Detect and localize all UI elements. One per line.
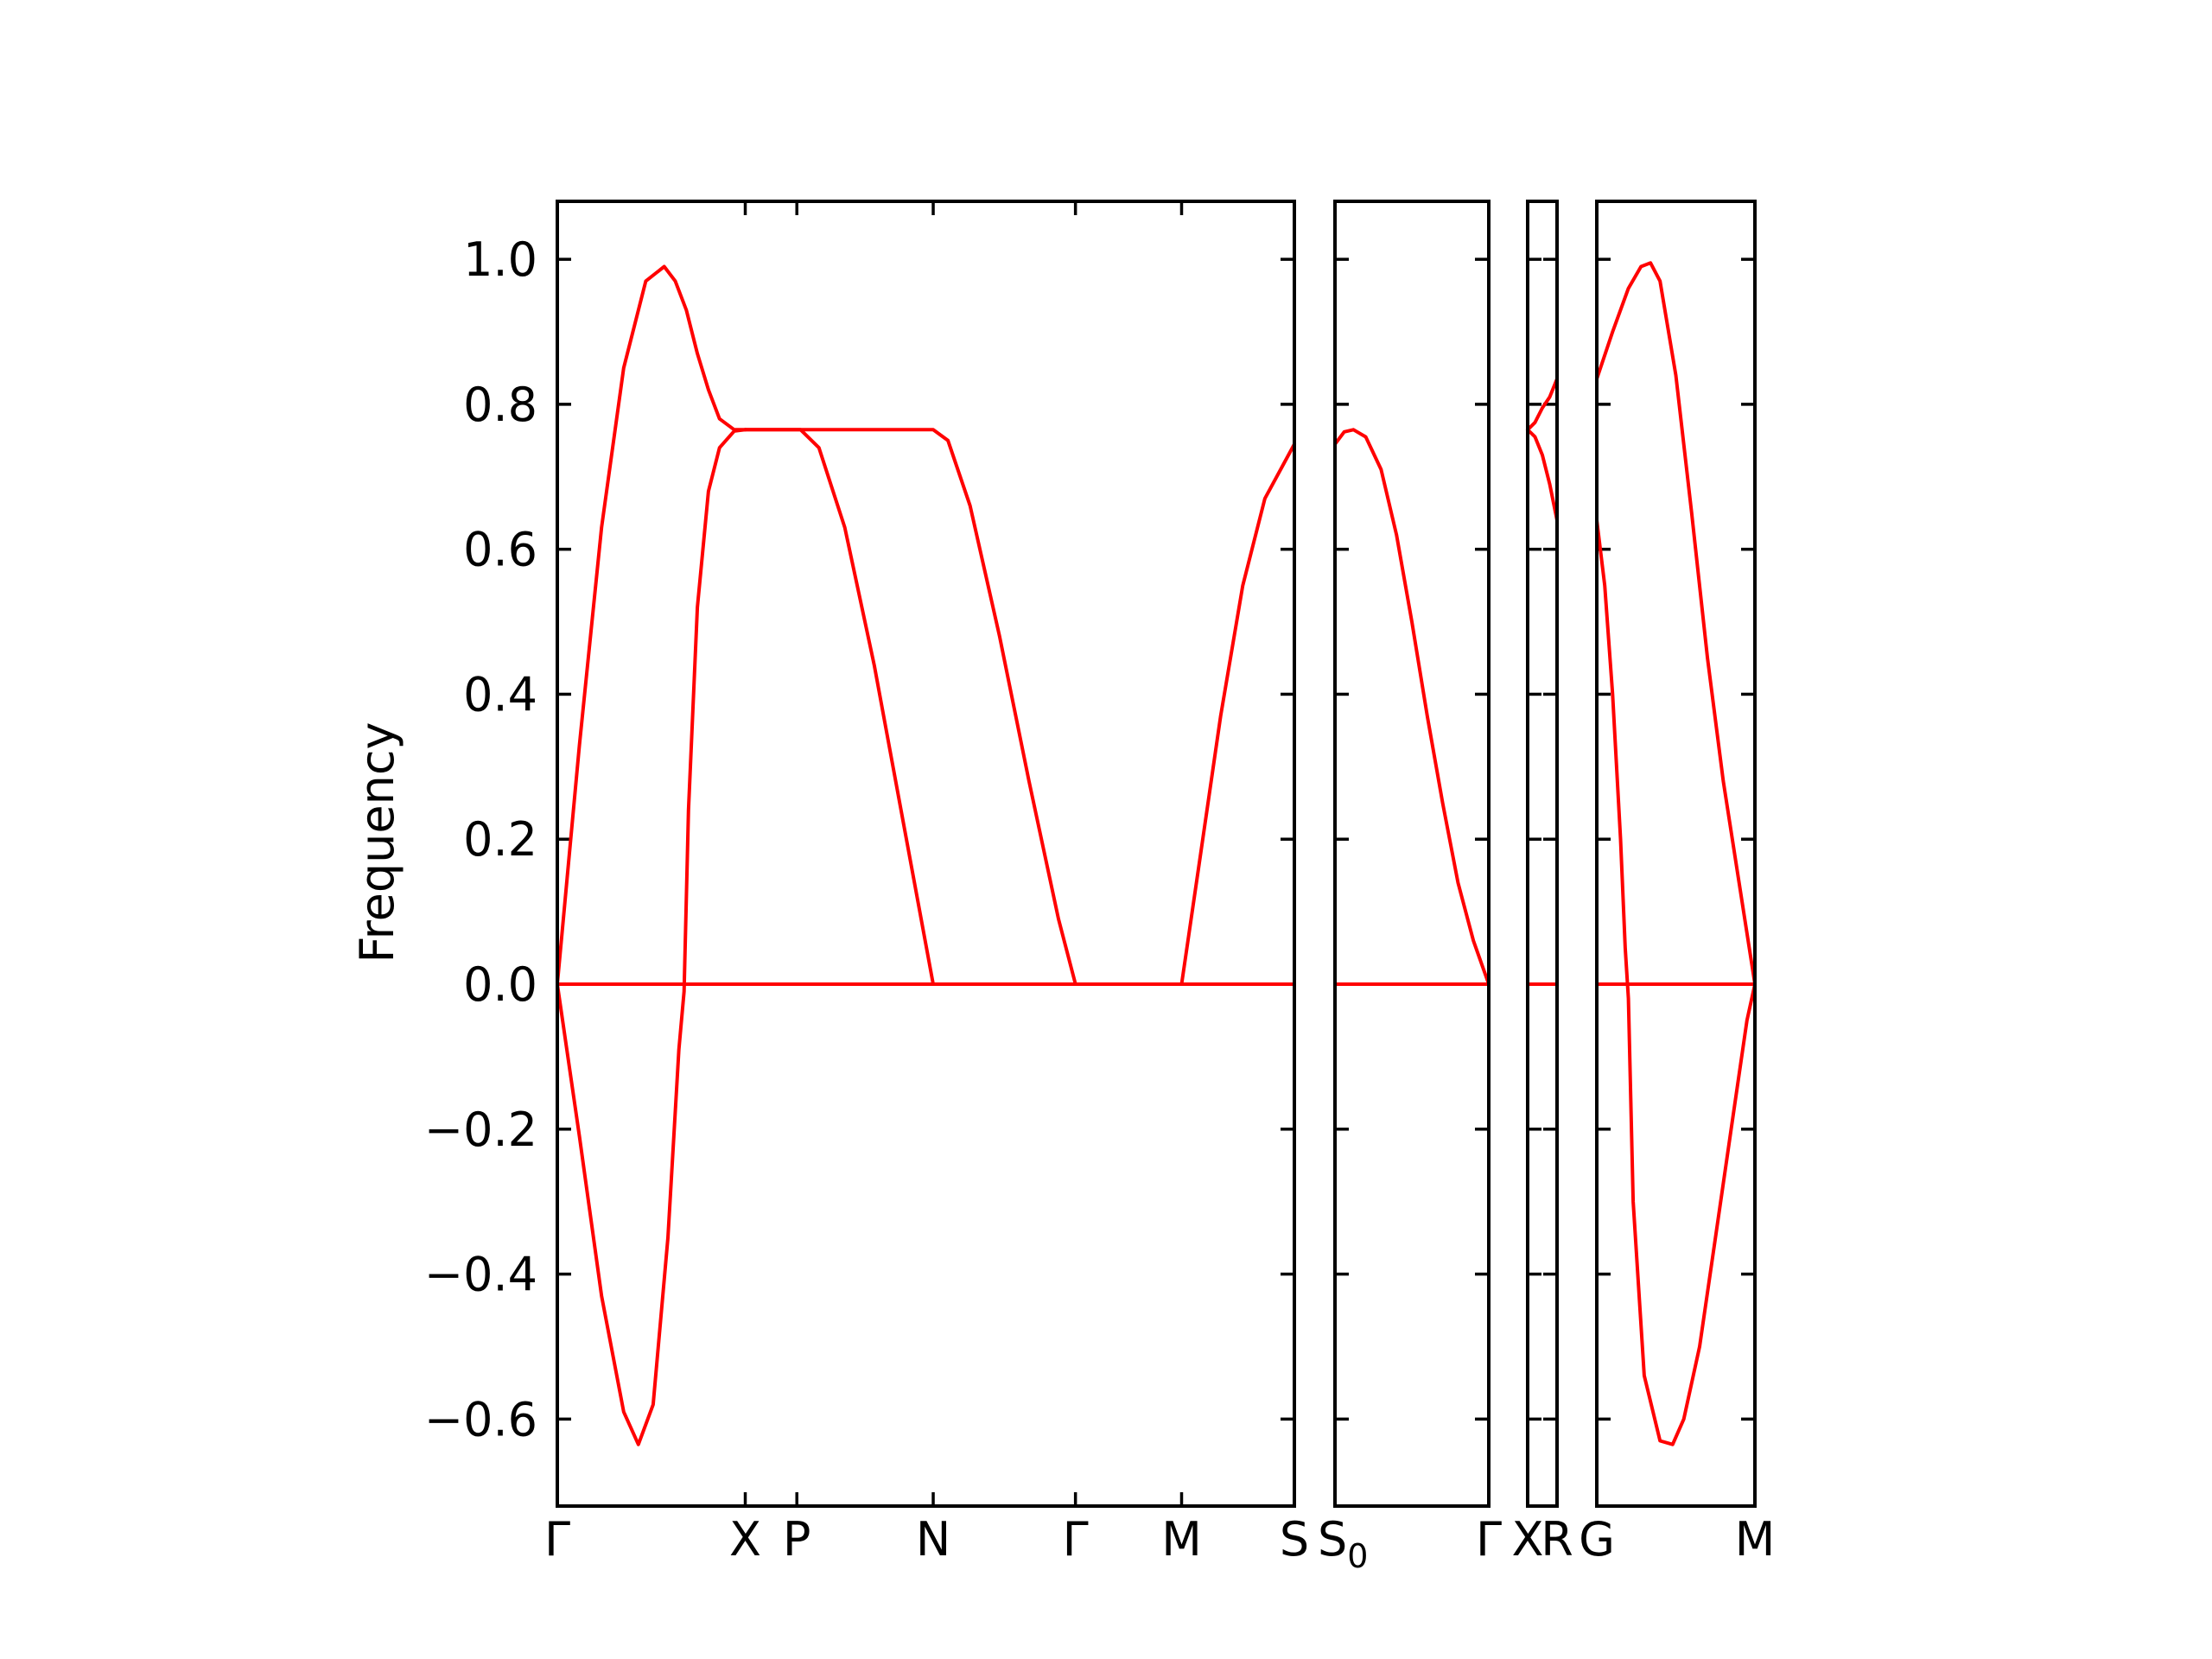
panel-3: XR [1512, 200, 1573, 1567]
band-line-2 [1526, 428, 1559, 523]
panel-frame [556, 200, 1296, 1508]
y-tick-label: −0.6 [424, 1392, 537, 1446]
band-line-1 [556, 264, 747, 986]
y-axis-label: Frequency [350, 722, 404, 963]
x-tick-label: X [1512, 1512, 1544, 1567]
band-line-1 [1595, 261, 1757, 986]
x-tick-label: G [1579, 1512, 1615, 1567]
y-tick-label: 0.6 [463, 523, 537, 577]
y-tick-label: 0.2 [463, 812, 537, 867]
band-line-5 [743, 428, 1077, 986]
x-tick-label: S0 [1318, 1512, 1368, 1575]
y-tick-label: 0.8 [463, 378, 537, 432]
band-line-2 [556, 428, 747, 1446]
y-tick-label: 0.0 [463, 957, 537, 1012]
band-line-2 [1595, 518, 1757, 1446]
panel-frame [1595, 200, 1757, 1508]
band-line-1 [1526, 377, 1559, 432]
y-tick-label: −0.4 [424, 1248, 537, 1302]
x-tick-label: X [729, 1512, 761, 1567]
x-tick-label: P [783, 1512, 811, 1567]
chart-panels: 1.00.80.60.40.20.0−0.2−0.4−0.6Γ X P N Γ M S S0 Γ… [424, 200, 1776, 1575]
x-tick-label: R [1541, 1512, 1573, 1567]
band-line-1 [1333, 428, 1491, 986]
x-tick-label: Γ [1476, 1512, 1502, 1567]
y-tick-label: 0.4 [463, 667, 537, 721]
x-tick-label: Γ [1063, 1512, 1089, 1567]
y-tick-label: −0.2 [424, 1103, 537, 1157]
x-tick-label: M [1161, 1512, 1202, 1567]
panel-frame [1333, 200, 1491, 1508]
band-line-4 [743, 428, 935, 986]
x-tick-label: S [1280, 1512, 1309, 1567]
band-line-6 [1179, 442, 1296, 986]
panel-2: S0 Γ [1318, 200, 1502, 1575]
x-tick-label: M [1735, 1512, 1776, 1567]
panel-frame [1526, 200, 1559, 1508]
x-tick-label: Γ [544, 1512, 570, 1567]
x-tick-label: N [916, 1512, 950, 1567]
y-tick-label: 1.0 [463, 232, 537, 287]
